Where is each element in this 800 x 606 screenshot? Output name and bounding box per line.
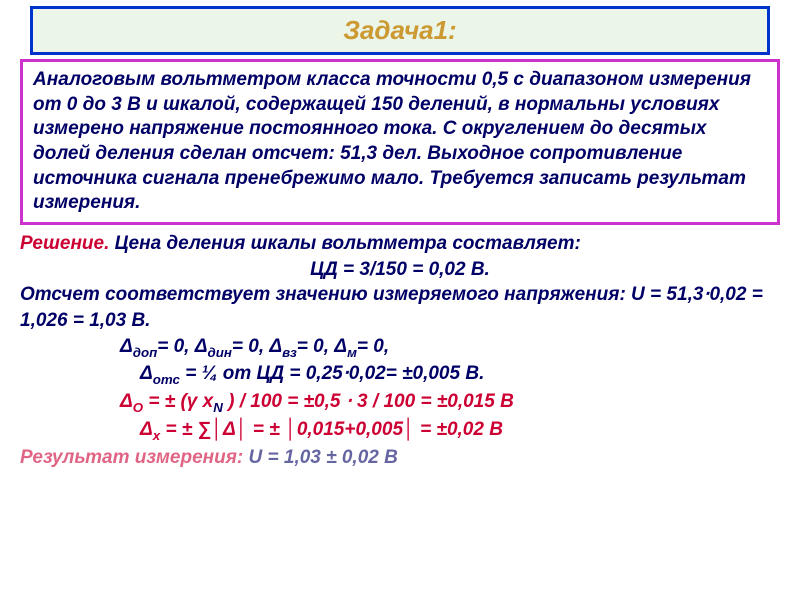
delta-o-line: ΔО = ± (γ xN ) / 100 = ±0,5 ⋅ 3 / 100 = …: [120, 389, 780, 417]
header-title-box: Задача1:: [30, 6, 770, 55]
delta-din-sym: Δ: [195, 336, 208, 357]
delta-din-val: = 0,: [232, 336, 270, 357]
delta-o-nsub: N: [213, 400, 223, 415]
delta-m-val: = 0,: [357, 336, 389, 357]
delta-dop-sub: доп: [133, 344, 157, 359]
delta-vz-val: = 0,: [297, 336, 335, 357]
delta-vz-sub: вз: [282, 344, 297, 359]
problem-text: Аналоговым вольтметром класса точности 0…: [33, 69, 751, 213]
solution-label: Решение.: [20, 233, 109, 254]
delta-dop-sym: Δ: [120, 336, 133, 357]
problem-statement-box: Аналоговым вольтметром класса точности 0…: [20, 59, 780, 225]
delta-o-gamma: γ x: [187, 391, 213, 412]
delta-o-pre: = ± (: [143, 391, 187, 412]
delta-ots-sym: Δ: [140, 363, 153, 384]
solution-line1: Решение. Цена деления шкалы вольтметра с…: [20, 231, 780, 257]
solution-box: Решение. Цена деления шкалы вольтметра с…: [14, 229, 786, 472]
delta-m-sym: Δ: [334, 336, 347, 357]
delta-ots-sub: отс: [153, 372, 180, 387]
delta-m-sub: м: [347, 344, 357, 359]
delta-o-sub: О: [133, 400, 143, 415]
delta-o-post: ) / 100 = ±0,5 ⋅ 3 / 100 = ±0,015 В: [223, 391, 514, 412]
delta-x-mid: = ± ∑│Δ│ = ± │0,015+0,005│ = ±0,02 В: [160, 419, 503, 440]
delta-o-sym: Δ: [120, 391, 133, 412]
delta-vz-sym: Δ: [269, 336, 282, 357]
delta-dop-val: = 0,: [157, 336, 195, 357]
result-label: Результат измерения:: [20, 447, 249, 468]
delta-x-line: Δx = ± ∑│Δ│ = ± │0,015+0,005│ = ±0,02 В: [140, 417, 780, 445]
solution-line3: Отсчет соответствует значению измеряемог…: [20, 282, 780, 333]
header-title: Задача1:: [343, 15, 456, 45]
solution-line1-rest: Цена деления шкалы вольтметра составляет…: [109, 233, 580, 254]
delta-din-sub: дин: [208, 344, 232, 359]
delta-ots-line: Δотс = ¼ от ЦД = 0,25⋅0,02= ±0,005 В.: [140, 361, 780, 389]
deltas-zero-line: Δдоп= 0, Δдин= 0, Δвз= 0, Δм= 0,: [120, 334, 780, 362]
result-line: Результат измерения: U = 1,03 ± 0,02 В: [20, 445, 780, 471]
solution-line2: ЦД = 3/150 = 0,02 В.: [20, 257, 780, 283]
delta-ots-rest: = ¼ от ЦД = 0,25⋅0,02= ±0,005 В.: [180, 363, 484, 384]
delta-x-sym: Δ: [140, 419, 153, 440]
result-value: U = 1,03 ± 0,02 В: [249, 447, 398, 468]
